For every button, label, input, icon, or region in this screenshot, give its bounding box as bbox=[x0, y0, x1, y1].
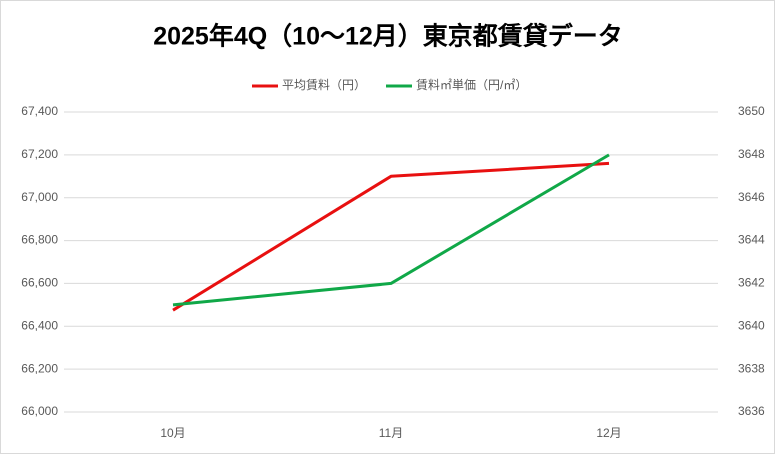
y-tick-label: 67,000 bbox=[21, 190, 58, 204]
y2-tick-label: 3642 bbox=[738, 276, 765, 290]
y2-tick-label: 3644 bbox=[738, 233, 765, 247]
y-tick-label: 66,400 bbox=[21, 318, 58, 332]
y2-tick-label: 3638 bbox=[738, 361, 765, 375]
y2-tick-label: 3636 bbox=[738, 404, 765, 418]
legend-label: 平均賃料（円） bbox=[282, 77, 366, 92]
y2-tick-label: 3640 bbox=[738, 318, 765, 332]
y-tick-label: 67,200 bbox=[21, 147, 58, 161]
series-line bbox=[172, 161, 610, 312]
y-tick-label: 66,600 bbox=[21, 276, 58, 290]
legend-label: 賃料㎡単価（円/㎡） bbox=[416, 77, 527, 92]
chart-title: 2025年4Q（10～12月）東京都賃貸データ bbox=[153, 22, 623, 51]
y2-tick-label: 3648 bbox=[738, 147, 765, 161]
y-tick-label: 66,200 bbox=[21, 361, 58, 375]
y2-tick-label: 3650 bbox=[738, 104, 765, 118]
y-tick-label: 67,400 bbox=[21, 104, 58, 118]
x-tick-label: 12月 bbox=[596, 426, 621, 440]
x-tick-label: 11月 bbox=[379, 426, 403, 440]
y-tick-label: 66,800 bbox=[21, 233, 58, 247]
x-tick-label: 10月 bbox=[160, 426, 185, 440]
y2-tick-label: 3646 bbox=[738, 190, 765, 204]
y-tick-label: 66,000 bbox=[21, 404, 58, 418]
series-line bbox=[172, 153, 610, 307]
